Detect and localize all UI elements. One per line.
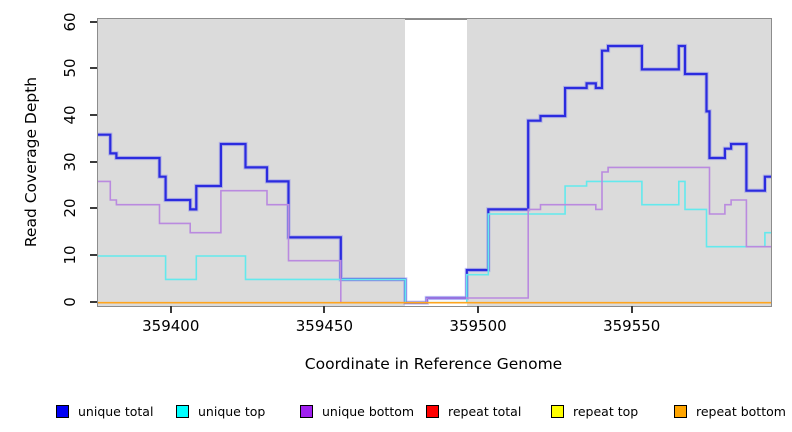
y-tick	[90, 300, 97, 303]
x-tick-label: 359550	[603, 317, 661, 335]
series-halo-unique-total	[98, 43, 771, 305]
legend-item-repeat-top: repeat top	[551, 398, 638, 424]
legend-swatch-icon	[176, 404, 189, 418]
y-tick-label: 40	[61, 105, 79, 125]
series-unique-bottom	[98, 166, 771, 304]
zero-coverage-highlight-band	[405, 19, 467, 306]
y-tick	[90, 20, 97, 23]
y-tick	[90, 207, 97, 210]
x-tick-label: 359500	[449, 317, 507, 335]
y-tick	[90, 254, 97, 257]
legend-label: repeat bottom	[696, 403, 786, 419]
y-tick	[90, 114, 97, 117]
y-tick	[90, 67, 97, 70]
legend-swatch-icon	[56, 404, 69, 418]
y-tick-label: 20	[61, 198, 79, 218]
x-tick	[323, 306, 326, 313]
legend-label: repeat top	[573, 403, 639, 419]
legend-item-unique-bottom: unique bottom	[300, 398, 414, 424]
legend-item-unique-total: unique total	[56, 398, 153, 424]
legend-label: unique total	[78, 403, 154, 419]
y-axis-title: Read Coverage Depth	[22, 76, 40, 248]
x-tick	[477, 306, 480, 313]
x-tick	[169, 306, 172, 313]
legend-label: unique bottom	[322, 403, 415, 419]
plot-area	[97, 18, 772, 307]
legend: unique total unique top unique bottom repea…	[0, 398, 792, 424]
legend-label: repeat total	[448, 403, 522, 419]
legend-item-unique-top: unique top	[176, 398, 265, 424]
x-tick-label: 359450	[295, 317, 354, 335]
series-unique-top	[98, 180, 771, 304]
y-tick-label: 60	[61, 12, 79, 32]
legend-label: unique top	[198, 403, 266, 419]
x-tick-label: 359400	[142, 317, 200, 335]
y-tick-label: 0	[61, 296, 79, 307]
legend-swatch-icon	[300, 404, 313, 418]
legend-item-repeat-bottom: repeat bottom	[674, 398, 786, 424]
legend-swatch-icon	[674, 404, 687, 418]
legend-swatch-icon	[551, 404, 564, 418]
legend-item-repeat-total: repeat total	[426, 398, 521, 424]
y-tick-label: 30	[61, 152, 79, 172]
coverage-series-svg	[98, 43, 771, 305]
x-tick	[630, 306, 633, 313]
series-unique-total	[98, 44, 771, 304]
y-tick-label: 50	[61, 58, 79, 78]
y-tick	[90, 160, 97, 163]
legend-swatch-icon	[426, 404, 439, 418]
x-axis-title: Coordinate in Reference Genome	[304, 355, 563, 373]
y-tick-label: 10	[61, 245, 79, 265]
